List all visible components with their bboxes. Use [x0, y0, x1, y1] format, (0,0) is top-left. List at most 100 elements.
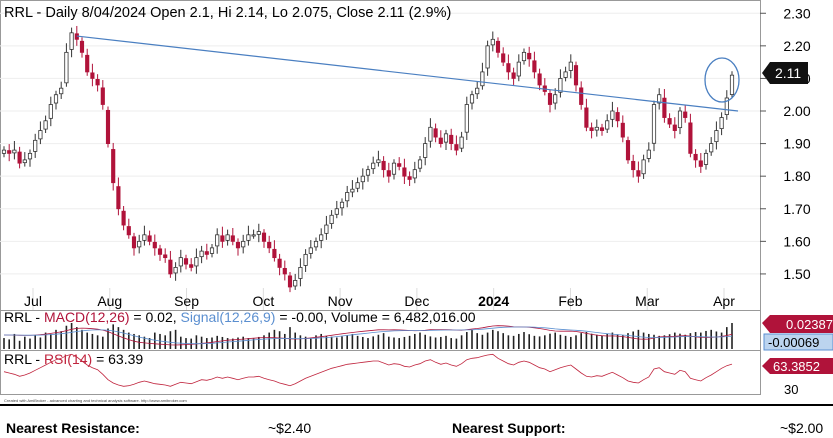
volume-bar: [96, 335, 99, 349]
date-tick-label: Oct: [252, 293, 274, 309]
candle-body: [371, 162, 376, 170]
volume-bar: [377, 334, 380, 349]
candle-body: [48, 104, 53, 119]
candle-body: [303, 253, 308, 266]
resistance-trendline: [76, 35, 739, 112]
candle-body: [599, 127, 605, 131]
candle-body: [714, 130, 719, 143]
volume-bar: [622, 335, 624, 349]
candle-body: [339, 201, 345, 209]
chart-title: RRL - Daily 8/04/2024 Open 2.1, Hi 2.14,…: [4, 5, 451, 21]
volume-bar: [55, 329, 57, 349]
candle-body: [79, 40, 85, 53]
candle-body: [459, 136, 464, 149]
volume-bar: [450, 338, 452, 349]
volume-bar: [232, 338, 234, 349]
candle-body: [469, 94, 475, 104]
volume-bar: [544, 335, 546, 349]
candle-body: [636, 170, 641, 177]
volume-bar: [221, 336, 224, 349]
volume-bar: [268, 332, 270, 349]
breakout-circle-annotation: [704, 57, 740, 103]
candle-body: [163, 254, 168, 259]
volume-bar: [284, 333, 286, 349]
candle-body: [386, 170, 391, 177]
volume-bar: [315, 335, 317, 349]
volume-bar: [39, 337, 42, 349]
candle-body: [12, 149, 17, 154]
volume-bar: [408, 335, 411, 349]
volume-bar: [466, 332, 468, 349]
volume-bar: [705, 330, 707, 349]
volume-bar: [590, 333, 593, 349]
volume-bar: [403, 336, 406, 349]
volume-bar: [8, 339, 10, 349]
candle-body: [646, 149, 651, 159]
candle-body: [485, 45, 490, 69]
volume-bar: [559, 334, 562, 349]
volume-bar: [668, 334, 671, 349]
candle-body: [397, 163, 402, 167]
candle-body: [147, 235, 152, 242]
credit-text: Created with AmiBroker - advanced charti…: [4, 398, 187, 403]
price-axis: 2.302.202.102.001.901.801.701.601.50: [760, 5, 811, 282]
date-tick-label: Sep: [174, 293, 199, 309]
candle-body: [516, 61, 521, 77]
candle-body: [215, 234, 220, 247]
candle-body: [615, 112, 620, 122]
candle-body: [641, 159, 646, 175]
candle-body: [95, 79, 100, 86]
price-tick-label: 1.90: [783, 136, 810, 152]
volume-bar: [273, 329, 276, 349]
volume-bar: [164, 335, 166, 349]
volume-bar: [434, 337, 437, 349]
candle-body: [568, 61, 573, 71]
rsi-panel: [0, 350, 761, 395]
volume-bar: [393, 337, 395, 349]
volume-bar: [715, 331, 718, 349]
volume-bar: [398, 338, 400, 349]
candle-body: [298, 267, 303, 279]
candle-body: [173, 267, 178, 274]
price-panel: [0, 0, 761, 311]
volume-bar: [325, 335, 328, 349]
candle-body: [287, 275, 293, 288]
candle-body: [724, 97, 729, 115]
volume-bar: [476, 333, 478, 349]
volume-bar: [237, 337, 239, 349]
volume-bar: [674, 332, 676, 349]
candle-body: [506, 63, 511, 73]
candle-body: [631, 160, 636, 171]
candle-body: [241, 240, 246, 248]
candle-body: [204, 251, 209, 255]
volume-bar: [13, 333, 16, 349]
volume-bar: [50, 333, 52, 349]
candle-body: [672, 124, 677, 131]
candle-body: [443, 133, 449, 143]
candle-body: [527, 52, 532, 60]
candle-body: [251, 234, 256, 237]
candle-body: [105, 109, 111, 144]
candle-body: [501, 53, 506, 63]
candle-body: [282, 267, 287, 275]
volume-bar: [70, 323, 73, 349]
candle-body: [319, 234, 324, 241]
candle-body: [85, 54, 90, 73]
volume-bar: [29, 338, 31, 349]
candle-body: [324, 224, 329, 234]
candle-body: [256, 231, 261, 235]
candle-body: [272, 248, 277, 259]
volume-bar: [3, 338, 5, 349]
candle-body: [355, 182, 360, 189]
candle-body: [308, 247, 313, 254]
support-label: Nearest Support:: [452, 420, 566, 436]
volume-bar: [663, 335, 666, 349]
volume-bar: [372, 336, 374, 349]
volume-bar: [710, 329, 712, 349]
candle-body: [38, 130, 43, 140]
volume-bar: [424, 334, 426, 349]
volume-bars: [3, 323, 733, 349]
candle-body: [547, 93, 553, 105]
candle-body: [329, 214, 334, 224]
volume-bar: [174, 329, 177, 349]
